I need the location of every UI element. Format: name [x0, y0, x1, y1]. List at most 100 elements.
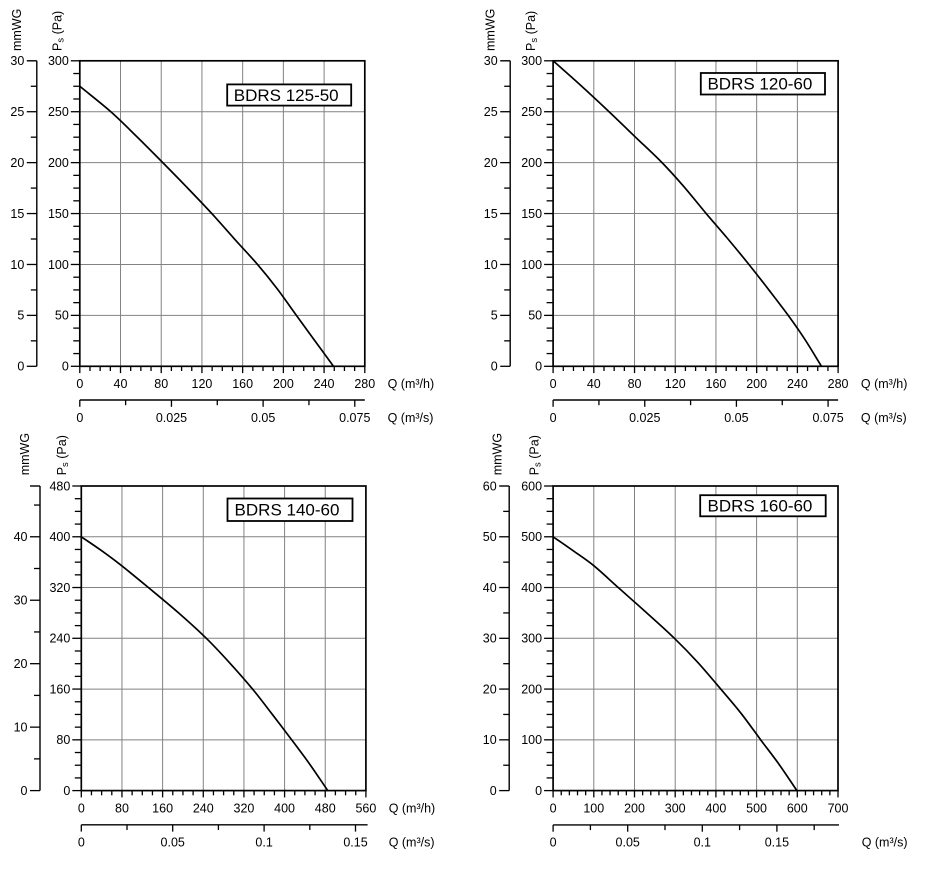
svg-text:160: 160 [232, 377, 253, 391]
svg-text:240: 240 [49, 632, 70, 646]
svg-text:Ps (Pa): Ps (Pa) [528, 435, 544, 475]
svg-text:0.075: 0.075 [339, 411, 370, 425]
svg-text:mmWG: mmWG [491, 433, 505, 475]
svg-text:200: 200 [273, 377, 294, 391]
svg-text:160: 160 [152, 801, 173, 815]
svg-text:0: 0 [490, 784, 497, 798]
svg-text:5: 5 [17, 309, 24, 323]
svg-text:60: 60 [483, 479, 497, 493]
svg-text:0.05: 0.05 [616, 835, 640, 849]
svg-text:280: 280 [828, 377, 849, 391]
svg-text:300: 300 [665, 801, 686, 815]
svg-text:25: 25 [10, 105, 24, 119]
svg-text:Q (m³/s): Q (m³/s) [388, 411, 434, 425]
svg-text:240: 240 [193, 801, 214, 815]
svg-text:480: 480 [315, 801, 336, 815]
svg-text:BDRS 125-50: BDRS 125-50 [234, 86, 339, 105]
svg-text:150: 150 [48, 207, 69, 221]
svg-text:0: 0 [550, 411, 557, 425]
svg-text:0.1: 0.1 [694, 835, 711, 849]
svg-text:Q (m³/h): Q (m³/h) [388, 377, 435, 391]
svg-text:0.1: 0.1 [255, 835, 272, 849]
svg-text:0: 0 [535, 360, 542, 374]
svg-text:10: 10 [10, 258, 24, 272]
svg-text:50: 50 [55, 309, 69, 323]
svg-text:200: 200 [48, 156, 69, 170]
svg-text:BDRS 140-60: BDRS 140-60 [235, 501, 340, 520]
svg-text:0: 0 [76, 377, 83, 391]
svg-text:160: 160 [49, 682, 70, 696]
svg-text:50: 50 [483, 530, 497, 544]
svg-text:20: 20 [484, 156, 498, 170]
svg-text:100: 100 [583, 801, 604, 815]
svg-text:40: 40 [587, 377, 601, 391]
svg-text:0: 0 [76, 411, 83, 425]
svg-text:Ps (Pa): Ps (Pa) [524, 11, 540, 51]
svg-text:0.05: 0.05 [251, 411, 275, 425]
svg-text:25: 25 [484, 105, 498, 119]
svg-text:40: 40 [14, 530, 28, 544]
svg-text:200: 200 [624, 801, 645, 815]
svg-text:Q (m³/h): Q (m³/h) [861, 377, 908, 391]
svg-text:0: 0 [21, 784, 28, 798]
svg-text:100: 100 [48, 258, 69, 272]
svg-text:400: 400 [705, 801, 726, 815]
svg-text:120: 120 [665, 377, 686, 391]
svg-text:150: 150 [521, 207, 542, 221]
svg-text:30: 30 [10, 54, 24, 68]
svg-text:10: 10 [484, 258, 498, 272]
svg-text:0: 0 [550, 377, 557, 391]
svg-text:Q (m³/h): Q (m³/h) [389, 801, 436, 815]
svg-text:320: 320 [49, 581, 70, 595]
svg-text:240: 240 [314, 377, 335, 391]
svg-text:500: 500 [746, 801, 767, 815]
svg-text:0.05: 0.05 [724, 411, 748, 425]
svg-text:40: 40 [114, 377, 128, 391]
svg-text:480: 480 [49, 479, 70, 493]
svg-text:120: 120 [192, 377, 213, 391]
svg-text:240: 240 [787, 377, 808, 391]
svg-text:0.15: 0.15 [765, 835, 789, 849]
svg-text:0.05: 0.05 [161, 835, 185, 849]
svg-text:0: 0 [78, 835, 85, 849]
svg-text:30: 30 [484, 54, 498, 68]
svg-text:300: 300 [48, 54, 69, 68]
svg-text:BDRS 160-60: BDRS 160-60 [708, 497, 813, 516]
svg-text:10: 10 [483, 733, 497, 747]
svg-text:30: 30 [14, 594, 28, 608]
svg-text:mmWG: mmWG [10, 9, 24, 51]
svg-text:80: 80 [154, 377, 168, 391]
svg-text:250: 250 [521, 105, 542, 119]
svg-text:5: 5 [491, 309, 498, 323]
svg-text:700: 700 [828, 801, 849, 815]
svg-text:0: 0 [62, 360, 69, 374]
svg-text:200: 200 [746, 377, 767, 391]
svg-text:15: 15 [484, 207, 498, 221]
svg-text:500: 500 [521, 530, 542, 544]
svg-text:160: 160 [706, 377, 727, 391]
svg-text:mmWG: mmWG [483, 9, 497, 51]
svg-text:30: 30 [483, 632, 497, 646]
svg-text:100: 100 [521, 258, 542, 272]
svg-text:0.025: 0.025 [156, 411, 187, 425]
svg-text:Q (m³/s): Q (m³/s) [861, 411, 907, 425]
svg-text:80: 80 [56, 733, 70, 747]
svg-text:Q (m³/s): Q (m³/s) [862, 835, 908, 849]
svg-text:320: 320 [234, 801, 255, 815]
svg-text:0.075: 0.075 [812, 411, 843, 425]
svg-text:15: 15 [10, 207, 24, 221]
svg-text:20: 20 [10, 156, 24, 170]
svg-text:400: 400 [521, 581, 542, 595]
svg-text:600: 600 [787, 801, 808, 815]
svg-text:0: 0 [535, 784, 542, 798]
svg-text:0: 0 [17, 360, 24, 374]
svg-text:0: 0 [550, 835, 557, 849]
svg-text:300: 300 [521, 54, 542, 68]
svg-text:0: 0 [491, 360, 498, 374]
svg-text:250: 250 [48, 105, 69, 119]
svg-text:300: 300 [521, 632, 542, 646]
svg-text:0: 0 [63, 784, 70, 798]
svg-text:100: 100 [521, 733, 542, 747]
svg-text:50: 50 [528, 309, 542, 323]
svg-text:200: 200 [521, 156, 542, 170]
